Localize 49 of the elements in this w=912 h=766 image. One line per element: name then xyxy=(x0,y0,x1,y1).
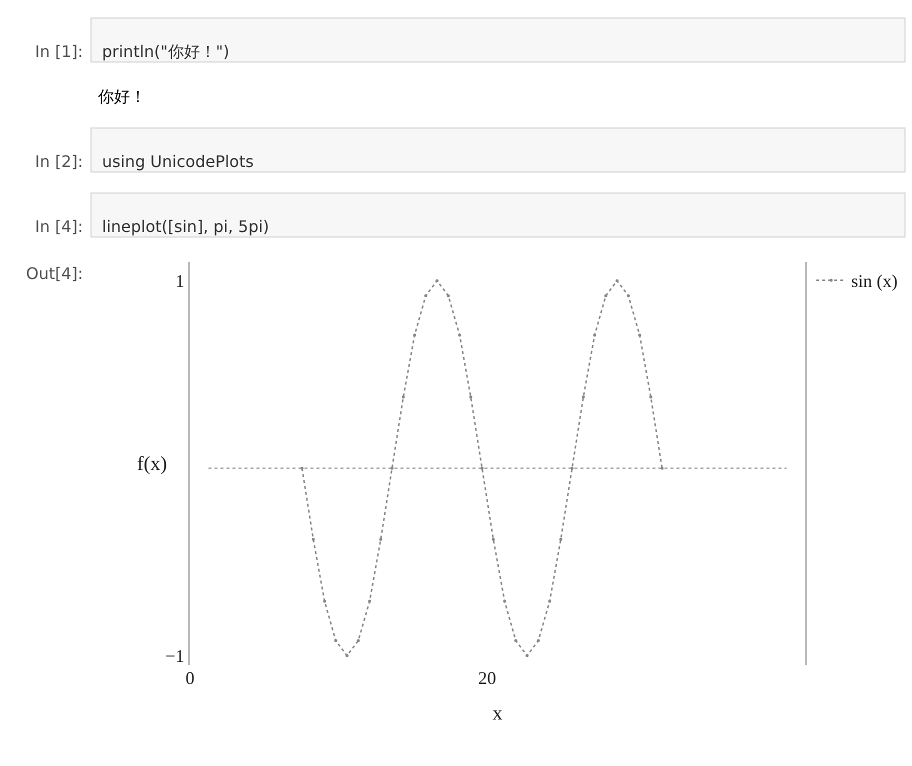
text: In [4]: xyxy=(35,217,83,236)
legend-label: sin (x) xyxy=(851,271,898,292)
text: lineplot([sin], pi, 5pi) xyxy=(102,217,270,236)
point xyxy=(503,600,506,603)
point xyxy=(402,395,405,398)
point xyxy=(424,294,428,298)
point xyxy=(649,395,652,398)
point xyxy=(300,466,304,470)
point xyxy=(368,600,372,603)
point xyxy=(604,294,608,298)
x-tick-label: 20 xyxy=(478,668,496,688)
point xyxy=(312,538,315,541)
point xyxy=(469,395,472,398)
point xyxy=(346,654,349,658)
x-tick-label: 0 xyxy=(186,668,194,688)
line-series xyxy=(300,279,664,658)
text: Out[4]: xyxy=(26,264,84,283)
point xyxy=(492,538,495,541)
y-tick-label: −1 xyxy=(165,646,184,666)
point xyxy=(638,334,642,337)
y-tick-label: 1 xyxy=(175,271,184,292)
point xyxy=(536,639,540,642)
point xyxy=(616,279,619,282)
text: In [2]: xyxy=(35,152,83,171)
point xyxy=(458,334,462,337)
point xyxy=(436,279,439,282)
x-axis-title: x xyxy=(492,702,502,724)
point xyxy=(660,466,664,470)
point xyxy=(480,466,484,470)
point xyxy=(356,639,360,642)
y-axis-title: f(x) xyxy=(137,453,167,475)
point xyxy=(323,600,326,603)
point xyxy=(379,538,382,541)
point xyxy=(446,294,450,298)
point xyxy=(334,639,338,642)
text: using UnicodePlots xyxy=(102,152,254,171)
point xyxy=(582,395,585,398)
text: 你好！ xyxy=(97,87,146,106)
point xyxy=(390,466,394,470)
point xyxy=(526,654,529,658)
text: println("你好！") xyxy=(102,42,230,61)
point xyxy=(570,466,574,470)
point xyxy=(626,294,630,298)
point xyxy=(514,639,518,642)
point xyxy=(559,538,562,541)
point xyxy=(548,600,552,603)
point xyxy=(413,334,416,337)
point xyxy=(593,334,596,337)
text: In [1]: xyxy=(35,42,83,61)
